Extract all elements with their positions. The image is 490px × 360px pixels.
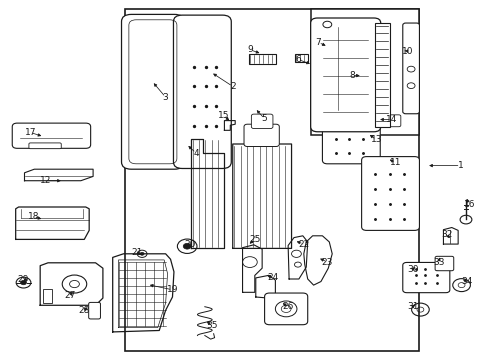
Text: 7: 7 [316, 38, 321, 47]
FancyBboxPatch shape [435, 256, 454, 271]
FancyBboxPatch shape [322, 101, 380, 164]
Text: 3: 3 [163, 93, 169, 102]
Text: 27: 27 [64, 292, 75, 300]
FancyBboxPatch shape [251, 114, 273, 129]
Bar [43, 289, 52, 303]
Text: 13: 13 [370, 135, 382, 144]
FancyBboxPatch shape [173, 15, 231, 168]
FancyBboxPatch shape [122, 14, 184, 169]
Bar [375, 23, 390, 127]
Text: 24: 24 [268, 274, 279, 282]
Text: 34: 34 [461, 277, 472, 286]
Text: 9: 9 [247, 45, 253, 54]
Text: 29: 29 [18, 274, 29, 284]
Bar [295, 54, 308, 62]
Text: 31: 31 [407, 302, 418, 311]
Text: 15: 15 [218, 111, 229, 120]
Text: 25: 25 [249, 235, 261, 244]
Text: 20: 20 [184, 240, 196, 249]
FancyBboxPatch shape [12, 123, 91, 148]
Text: 33: 33 [433, 258, 444, 266]
FancyBboxPatch shape [265, 293, 308, 325]
Text: 23: 23 [321, 258, 333, 266]
FancyBboxPatch shape [365, 114, 390, 127]
Text: 30: 30 [407, 265, 418, 274]
Text: 2: 2 [230, 82, 236, 91]
Text: 21: 21 [131, 248, 143, 257]
Text: 32: 32 [441, 230, 453, 239]
FancyBboxPatch shape [362, 157, 419, 230]
Bar [311, 9, 419, 135]
Text: 1: 1 [458, 161, 464, 170]
Text: 16: 16 [464, 200, 475, 209]
Text: 12: 12 [40, 176, 51, 185]
FancyBboxPatch shape [329, 93, 355, 110]
FancyBboxPatch shape [89, 302, 100, 319]
FancyBboxPatch shape [350, 93, 373, 110]
FancyBboxPatch shape [403, 23, 419, 114]
FancyBboxPatch shape [311, 18, 381, 132]
Bar [125, 9, 419, 351]
Text: 5: 5 [262, 114, 268, 123]
Circle shape [183, 243, 191, 249]
FancyBboxPatch shape [244, 124, 279, 147]
Bar [249, 54, 276, 64]
FancyBboxPatch shape [29, 143, 61, 149]
Circle shape [140, 252, 144, 255]
Text: 19: 19 [167, 285, 178, 294]
Text: 35: 35 [206, 321, 218, 330]
Text: 17: 17 [24, 128, 36, 137]
FancyBboxPatch shape [386, 115, 401, 127]
Text: 10: 10 [402, 46, 414, 55]
Text: 22: 22 [298, 240, 309, 248]
Text: 18: 18 [27, 212, 39, 221]
Text: 11: 11 [390, 158, 402, 167]
Circle shape [21, 280, 26, 285]
Text: 8: 8 [349, 71, 355, 80]
Text: 4: 4 [193, 149, 199, 158]
Text: 28: 28 [78, 306, 90, 315]
Text: 26: 26 [282, 302, 294, 311]
Text: 14: 14 [386, 115, 398, 124]
Text: 6: 6 [295, 55, 301, 64]
FancyBboxPatch shape [403, 262, 450, 293]
